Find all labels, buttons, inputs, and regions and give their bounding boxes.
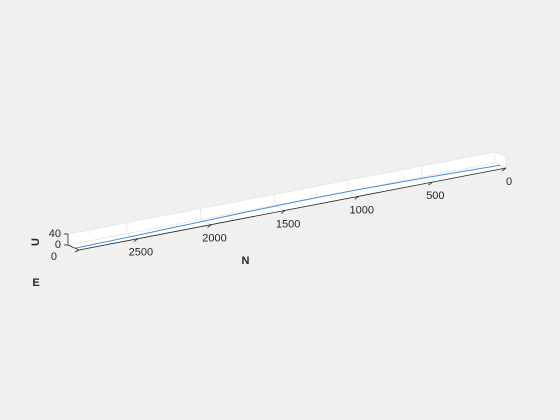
- n-tick-3: [280, 210, 286, 214]
- n-tick-1: [428, 181, 433, 186]
- u-tick-label-0: 0: [55, 239, 61, 251]
- e-axis-line: [67, 244, 80, 251]
- grid-line-u-1: [67, 151, 507, 235]
- series-group: [75, 164, 500, 249]
- n-tick-label-0: 0: [506, 176, 512, 188]
- n-tick-4: [207, 224, 212, 228]
- n-tick-label-2: 1000: [350, 204, 374, 216]
- n-axis-label: N: [242, 255, 250, 267]
- e-tick-0: [74, 249, 80, 253]
- e-axis-label: E: [32, 277, 39, 289]
- u-tick-label-1: 40: [49, 228, 61, 240]
- n-tick-label-3: 1500: [276, 218, 300, 230]
- u-axis-label: U: [30, 238, 42, 246]
- e-tick-label-0: 0: [51, 251, 57, 263]
- axes-back-panel: [68, 152, 495, 245]
- n-tick-label-1: 500: [426, 190, 444, 202]
- axes-floor-panel: [68, 163, 506, 250]
- n-tick-5: [133, 238, 139, 243]
- n-tick-label-5: 2500: [129, 247, 153, 259]
- n-axis-line: [78, 167, 507, 251]
- n-tick-label-4: 2000: [202, 233, 226, 245]
- tick-marks: [64, 167, 507, 253]
- grid-line-u-0: [67, 162, 507, 246]
- series-line-0: [75, 164, 500, 249]
- axes-frame: [67, 167, 507, 251]
- n-tick-2: [354, 195, 359, 200]
- n-tick-0: [501, 167, 507, 172]
